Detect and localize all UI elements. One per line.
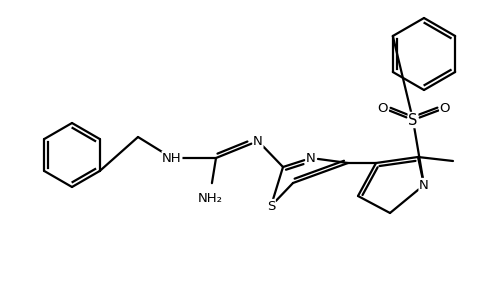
Text: NH: NH [162, 151, 182, 164]
Text: N: N [419, 179, 429, 191]
Text: O: O [440, 101, 450, 114]
Text: O: O [378, 101, 388, 114]
Text: N: N [253, 135, 263, 147]
Text: NH₂: NH₂ [198, 193, 222, 206]
Text: N: N [306, 151, 316, 164]
Text: S: S [408, 112, 417, 128]
Text: S: S [267, 199, 275, 212]
